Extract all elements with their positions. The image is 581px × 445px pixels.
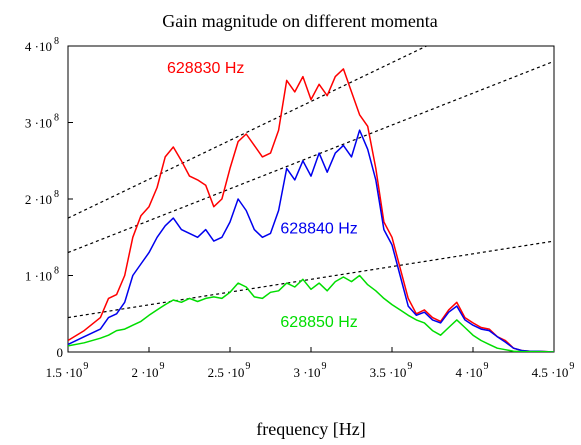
x-tick-exponent: 9 [322, 361, 327, 372]
x-tick-exponent: 9 [569, 361, 574, 372]
series-line-628840-hz [68, 129, 554, 352]
x-tick-label: 1.5 ·10 [46, 365, 83, 380]
x-tick-exponent: 9 [160, 361, 165, 372]
x-tick-exponent: 9 [484, 361, 489, 372]
series-annotation-label: 628840 Hz [280, 220, 357, 237]
series-lines [68, 68, 554, 352]
series-line-628850-hz [68, 274, 554, 352]
y-tick-exponent: 8 [54, 113, 59, 124]
x-tick-label: 3.5 ·10 [370, 365, 407, 380]
x-tick-label: 4 ·10 [455, 365, 482, 380]
x-axis-label: frequency [Hz] [256, 419, 365, 439]
y-tick-label: 3 ·10 [25, 116, 52, 131]
x-tick-exponent: 9 [407, 361, 412, 372]
y-tick-label: 0 [57, 345, 64, 360]
dashed-reference-line [68, 46, 428, 219]
dashed-reference-line [68, 240, 554, 319]
y-tick-label: 4 ·10 [25, 39, 52, 54]
y-tick-exponent: 8 [54, 266, 59, 277]
x-axis-ticks: 1.5 ·10 9 2 ·10 9 2.5 ·10 9 3 ·10 9 3.5 ·10 9 4 ·1… [46, 347, 574, 380]
y-tick-label: 1 ·10 [25, 269, 52, 284]
x-tick-label: 2 ·10 [131, 365, 158, 380]
series-annotation-label: 628830 Hz [167, 60, 244, 77]
series-line-628830-hz [68, 68, 554, 352]
x-tick-exponent: 9 [245, 361, 250, 372]
x-tick-label: 4.5 ·10 [532, 365, 569, 380]
reference-lines [68, 46, 554, 319]
x-tick-label: 2.5 ·10 [208, 365, 245, 380]
series-annotations: 628830 Hz 628840 Hz 628850 Hz [167, 60, 358, 331]
x-tick-label: 3 ·10 [293, 365, 320, 380]
series-annotation-label: 628850 Hz [280, 314, 357, 331]
y-axis-ticks: 01 ·10 82 ·10 83 ·10 84 ·10 8 [25, 36, 73, 360]
y-tick-label: 2 ·10 [25, 192, 52, 207]
x-tick-exponent: 9 [83, 361, 88, 372]
chart-title: Gain magnitude on different momenta [162, 11, 438, 31]
y-tick-exponent: 8 [54, 189, 59, 200]
y-tick-exponent: 8 [54, 36, 59, 47]
